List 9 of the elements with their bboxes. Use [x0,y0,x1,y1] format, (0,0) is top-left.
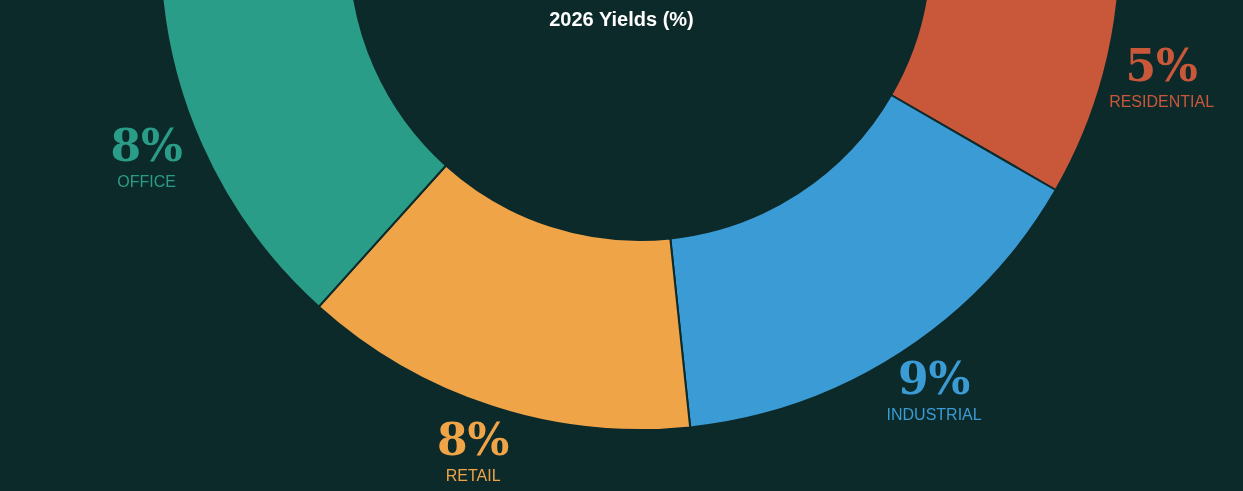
slice-label: INDUSTRIAL [886,405,982,423]
slice-label: RESIDENTIAL [1109,92,1215,110]
slice-label: OFFICE [117,172,177,190]
data-label: 9% [897,352,971,404]
data-label: 8% [110,119,183,171]
chart-title: 2026 Yields (%) [549,8,694,30]
data-label: 8% [436,413,510,465]
data-label: 5% [1125,39,1198,91]
slice-label: RETAIL [445,466,501,484]
